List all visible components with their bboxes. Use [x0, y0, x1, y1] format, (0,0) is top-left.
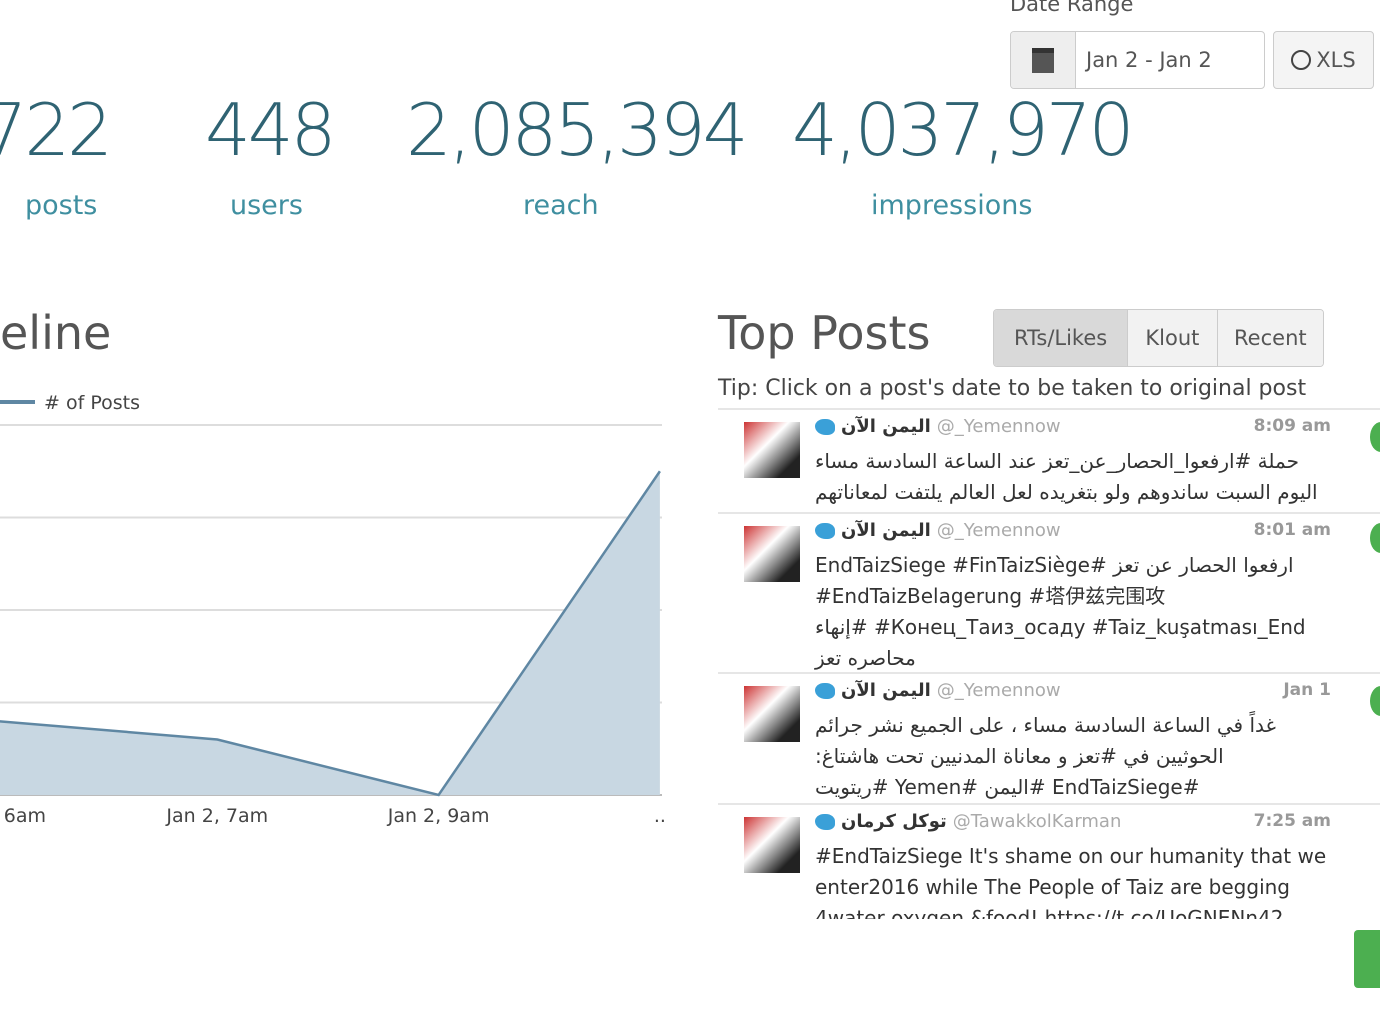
x-tick-label: .. [654, 805, 666, 827]
status-dot [1370, 523, 1380, 553]
x-tick-label: 6am [4, 805, 46, 827]
xls-button[interactable]: XLS [1273, 31, 1374, 89]
post-text: حملة #ارفعوا_الحصار_عن_تعز عند الساعة ال… [815, 449, 1318, 514]
stat-value: 2,085,394 [406, 88, 748, 172]
green-button[interactable] [1354, 930, 1380, 988]
post: اليمن الآن @_Yemennow 8:09 am حملة #ارفعوا_… [718, 408, 1380, 514]
line [0, 470, 661, 797]
x-tick-label: Jan 2, 9am [387, 805, 490, 827]
post-time[interactable]: 7:25 am [1253, 811, 1331, 831]
tab[interactable]: RTs/Likes [994, 310, 1129, 366]
post-handle: @_Yemennow [936, 680, 1061, 701]
stat-value: 722 [0, 88, 113, 172]
stat-value: 448 [205, 88, 336, 172]
post-header: اليمن الآن @_Yemennow 8:01 am [815, 520, 1331, 541]
date-range-label: Date Range [1010, 0, 1134, 16]
x-tick-label: Jan 2, 7am [165, 805, 268, 827]
tab[interactable]: Klout [1128, 310, 1218, 366]
date-range-input[interactable]: Jan 2 - Jan 2 [1010, 31, 1265, 89]
stat-label: impressions [871, 190, 1033, 221]
area [0, 471, 660, 795]
avatar [744, 526, 800, 582]
post-handle: @_Yemennow [936, 520, 1061, 541]
date-range-value: Jan 2 - Jan 2 [1086, 48, 1212, 72]
post-name: اليمن الآن [841, 680, 931, 701]
post-header: توكل كرمان @TawakkolKarman 7:25 am [815, 811, 1331, 832]
post-text: غداً في الساعة السادسة مساء ، على الجميع… [815, 713, 1276, 799]
post-text: ارفعوا الحصار عن تعز #EndTaizSiege #FinT… [815, 553, 1306, 670]
stat-value: 4,037,970 [792, 88, 1134, 172]
post: اليمن الآن @_Yemennow Jan 1 غداً في الساعة … [718, 672, 1380, 805]
post: اليمن الآن @_Yemennow 8:01 am ارفعوا الحصار… [718, 512, 1380, 674]
stat-label: users [230, 190, 303, 221]
xls-label: XLS [1316, 48, 1356, 72]
avatar [744, 817, 800, 873]
avatar [744, 422, 800, 478]
post-name: اليمن الآن [841, 416, 931, 437]
post-time[interactable]: Jan 1 [1283, 680, 1331, 700]
post-time[interactable]: 8:09 am [1253, 416, 1331, 436]
tab[interactable]: Recent [1217, 310, 1323, 366]
avatar [744, 686, 800, 742]
post: توكل كرمان @TawakkolKarman 7:25 am #EndTaiz… [718, 803, 1380, 919]
stat-label: reach [523, 190, 599, 221]
post-time[interactable]: 8:01 am [1253, 520, 1331, 540]
calendar-icon [1011, 32, 1076, 88]
post-name: توكل كرمان [841, 811, 947, 832]
status-dot [1370, 422, 1380, 452]
status-dot [1370, 686, 1380, 716]
timeline-title: eline [0, 306, 112, 360]
post-text: #EndTaizSiege It's shame on our humanity… [815, 844, 1327, 919]
legend-label: # of Posts [44, 392, 140, 414]
post-header: اليمن الآن @_Yemennow Jan 1 [815, 680, 1331, 701]
timeline-chart: 6am Jan 2, 7am Jan 2, 9am .. # of Posts [0, 392, 666, 827]
post-name: اليمن الآن [841, 520, 931, 541]
tip: Tip: Click on a post's date to be taken … [718, 376, 1307, 401]
tab-group: RTs/Likes Klout Recent [993, 309, 1324, 367]
post-handle: @TawakkolKarman [952, 811, 1122, 832]
post-header: اليمن الآن @_Yemennow 8:09 am [815, 416, 1331, 437]
stat-label: posts [25, 190, 98, 221]
top-posts-title: Top Posts [718, 306, 931, 360]
post-handle: @_Yemennow [936, 416, 1061, 437]
